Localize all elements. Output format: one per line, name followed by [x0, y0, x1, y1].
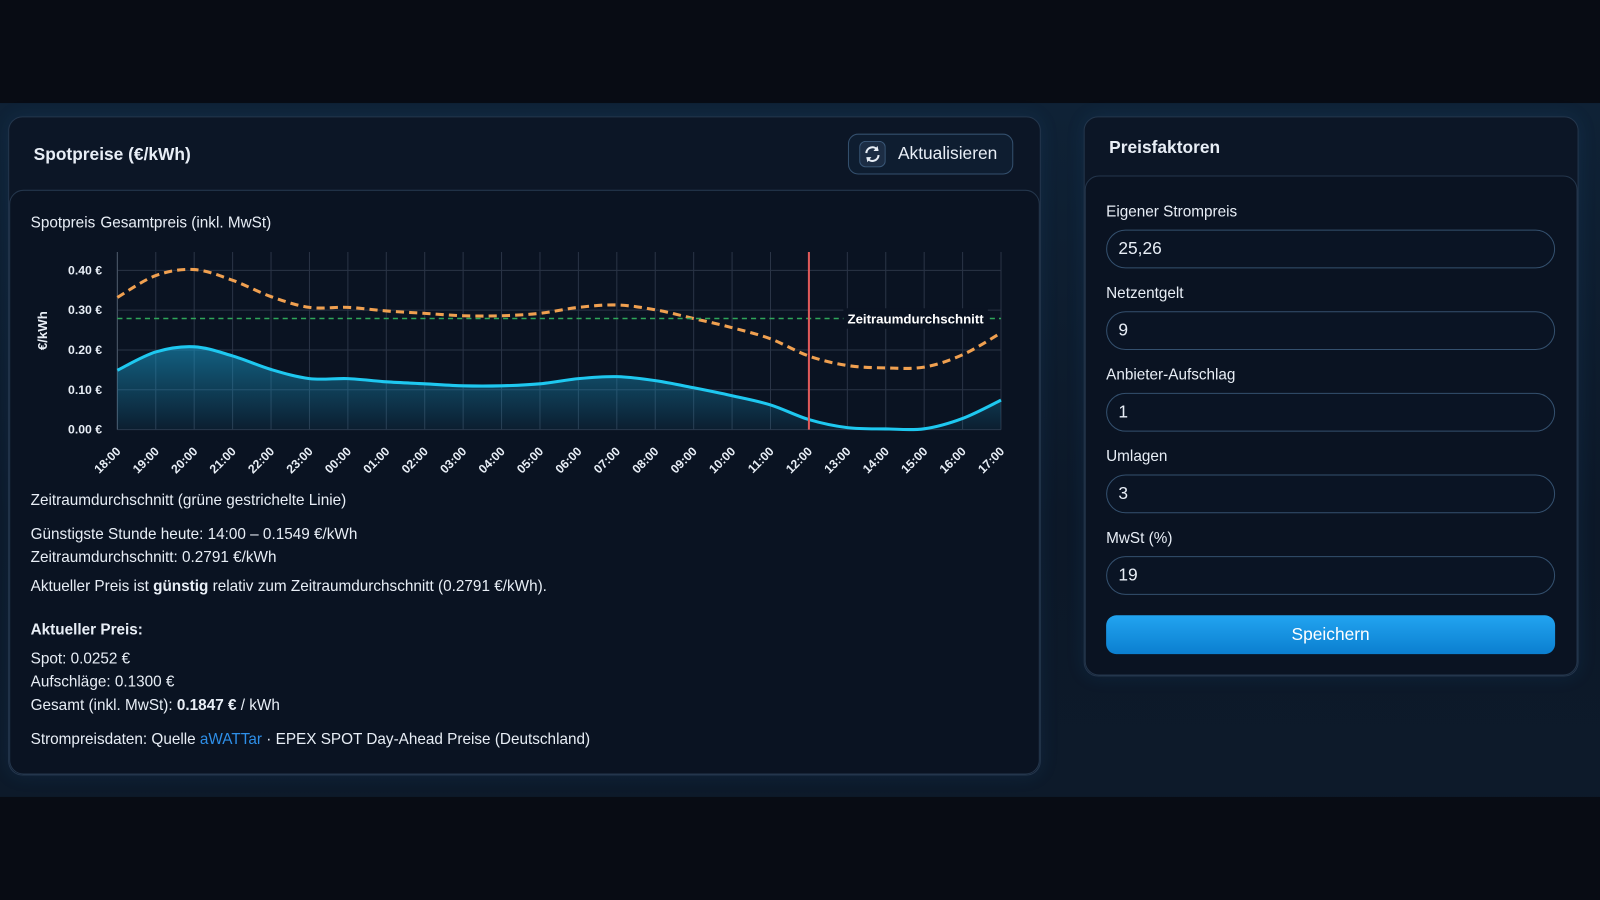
text: Gesamt (inkl. MwSt): [30, 696, 173, 715]
y-tick-label: 0.10 € [68, 383, 102, 397]
cheapest-hour: Günstigste Stunde heute: 14:00 – 0.1549 … [30, 525, 358, 543]
source-link[interactable]: aWATTar [199, 730, 263, 748]
average-label: Zeitraumdurchschnitt [847, 312, 984, 327]
x-tick-label: 08:00 [629, 444, 661, 476]
current-spot: Spot: 0.0252 € [30, 650, 131, 668]
x-tick-label: 06:00 [553, 444, 585, 476]
panel-title: Preisfaktoren [1109, 137, 1221, 158]
x-tick-label: 09:00 [668, 444, 700, 476]
x-tick-label: 17:00 [975, 444, 1007, 476]
legend-entry: Gesamtpreis (inkl. MwSt) [100, 215, 271, 232]
x-tick-label: 10:00 [706, 444, 738, 476]
average-note: Zeitraumdurchschnitt (grüne gestrichelte… [30, 491, 347, 510]
bold-text: günstig [153, 577, 209, 595]
current-surcharges: Aufschläge: 0.1300 € [30, 673, 175, 691]
legend-entry: Spotpreis [31, 215, 96, 232]
x-tick-label: 14:00 [860, 444, 892, 476]
text: relativ zum Zeitraumdurchschnitt (0.2791… [212, 577, 547, 595]
line [116, 267, 1002, 370]
current-heading: Aktueller Preis: [30, 621, 143, 639]
average-text: Zeitraumdurchschnitt: 0.2791 €/kWh [30, 548, 277, 567]
y-tick-label: 0.30 € [68, 303, 102, 317]
field-label: Anbieter-Aufschlag [1106, 366, 1236, 384]
x-tick-label: 00:00 [322, 444, 354, 476]
factors-card: Speichern Eigener Strompreis 25,26 Netzent… [1084, 175, 1578, 676]
factors-panel: Preisfaktoren Speichern Eigener Strompre… [1083, 116, 1579, 677]
line [116, 345, 1002, 432]
y-tick-label: 0.20 € [68, 343, 102, 357]
chart: Spotpreis Gesamtpreis (inkl. MwSt) €/kWh 0.… [31, 215, 1008, 477]
spot-panel: Spotpreise (€/kWh) Aktualisieren [8, 116, 1041, 776]
x-tick-label: 07:00 [591, 444, 623, 476]
x-tick-label: 22:00 [245, 444, 277, 476]
current-total: Gesamt (inkl. MwSt): 0.1847 € / kWh [31, 697, 280, 714]
x-tick-label: 01:00 [360, 444, 392, 476]
y-tick-label: 0.40 € [68, 263, 102, 277]
field-input[interactable]: 3 [1106, 474, 1556, 514]
x-tick-label: 15:00 [898, 444, 930, 476]
text: / kWh [240, 696, 280, 715]
save-button[interactable]: Speichern [1106, 615, 1556, 655]
field-label: Umlagen [1106, 447, 1168, 466]
x-tick-label: 18:00 [92, 444, 124, 476]
text: · EPEX SPOT Day-Ahead Preise (Deutschlan… [266, 730, 591, 748]
x-tick-label: 19:00 [130, 444, 162, 476]
text: Aktueller Preis ist [30, 577, 149, 595]
field-input[interactable]: 25,26 [1106, 229, 1556, 269]
field-input[interactable]: 19 [1106, 556, 1556, 595]
x-tick-label: 03:00 [437, 444, 469, 476]
x-tick-label: 23:00 [284, 444, 316, 476]
x-tick-label: 02:00 [399, 444, 431, 476]
relative-text: Aktueller Preis ist günstig relativ zum … [31, 578, 547, 595]
refresh-label: Aktualisieren [897, 143, 998, 164]
field-label: Eigener Strompreis [1106, 203, 1238, 221]
area [117, 346, 1002, 430]
bold-text: 0.1847 € [176, 696, 237, 715]
x-tick-label: 05:00 [514, 444, 546, 476]
x-tick-label: 16:00 [937, 444, 969, 476]
y-axis-label: €/kWh [35, 311, 50, 350]
y-tick-label: 0.00 € [68, 423, 102, 437]
x-tick-label: 04:00 [476, 444, 508, 476]
refresh-button[interactable]: Aktualisieren [847, 133, 1014, 175]
field-label: Netzentgelt [1106, 284, 1184, 303]
field-label: MwSt (%) [1106, 529, 1173, 547]
x-tick-label: 11:00 [745, 444, 777, 476]
label-bg [843, 308, 988, 329]
source: Strompreisdaten: Quelle aWATTar · EPEX S… [31, 731, 590, 748]
refresh-icon [859, 140, 886, 168]
chart-card [9, 189, 1040, 775]
field-input[interactable]: 1 [1106, 392, 1556, 432]
panel-title: Spotpreise (€/kWh) [33, 144, 191, 165]
x-tick-label: 12:00 [783, 444, 815, 476]
x-tick-label: 20:00 [168, 444, 200, 476]
x-tick-label: 21:00 [207, 444, 239, 476]
x-tick-label: 13:00 [822, 444, 854, 476]
field-input[interactable]: 9 [1106, 311, 1556, 351]
text: Strompreisdaten: Quelle [30, 730, 196, 748]
